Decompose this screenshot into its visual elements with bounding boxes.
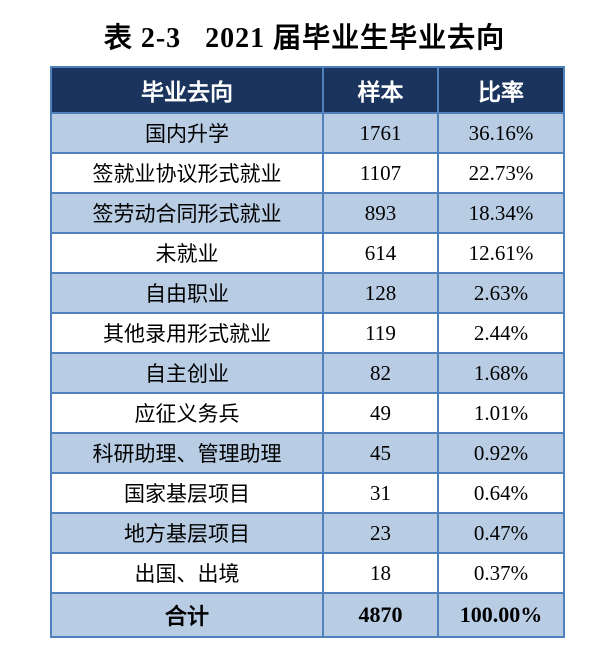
table-row: 自主创业 82 1.68%	[50, 352, 565, 394]
destination-cell: 自主创业	[50, 352, 324, 394]
table-row: 国内升学 1761 36.16%	[50, 112, 565, 154]
sample-cell: 1761	[322, 112, 439, 154]
destination-cell: 科研助理、管理助理	[50, 432, 324, 474]
total-row: 合计 4870 100.00%	[50, 592, 565, 638]
ratio-cell: 1.01%	[437, 392, 565, 434]
ratio-cell: 2.63%	[437, 272, 565, 314]
sample-cell: 31	[322, 472, 439, 514]
table-row: 出国、出境 18 0.37%	[50, 552, 565, 594]
ratio-cell: 18.34%	[437, 192, 565, 234]
table-footer: 合计 4870 100.00%	[50, 592, 565, 638]
destination-cell: 地方基层项目	[50, 512, 324, 554]
graduate-destination-table: 毕业去向 样本 比率 国内升学 1761 36.16% 签就业协议形式就业 1107 22…	[50, 66, 565, 638]
header-sample: 样本	[322, 66, 439, 114]
destination-cell: 国家基层项目	[50, 472, 324, 514]
destination-cell: 自由职业	[50, 272, 324, 314]
ratio-cell: 0.64%	[437, 472, 565, 514]
sample-cell: 119	[322, 312, 439, 354]
table-row: 科研助理、管理助理 45 0.92%	[50, 432, 565, 474]
sample-cell: 49	[322, 392, 439, 434]
sample-cell: 614	[322, 232, 439, 274]
destination-cell: 未就业	[50, 232, 324, 274]
ratio-cell: 2.44%	[437, 312, 565, 354]
destination-cell: 出国、出境	[50, 552, 324, 594]
table-caption: 表 2-3 2021 届毕业生毕业去向	[103, 23, 506, 54]
sample-cell: 1107	[322, 152, 439, 194]
ratio-cell: 0.37%	[437, 552, 565, 594]
table-body: 国内升学 1761 36.16% 签就业协议形式就业 1107 22.73% 签劳动合同形式…	[50, 112, 565, 594]
total-sample-cell: 4870	[322, 592, 439, 638]
sample-cell: 45	[322, 432, 439, 474]
sample-cell: 893	[322, 192, 439, 234]
ratio-cell: 12.61%	[437, 232, 565, 274]
table-row: 国家基层项目 31 0.64%	[50, 472, 565, 514]
header-ratio: 比率	[437, 66, 565, 114]
table-row: 签就业协议形式就业 1107 22.73%	[50, 152, 565, 194]
destination-cell: 应征义务兵	[50, 392, 324, 434]
ratio-cell: 0.47%	[437, 512, 565, 554]
total-ratio-cell: 100.00%	[437, 592, 565, 638]
destination-cell: 签就业协议形式就业	[50, 152, 324, 194]
ratio-cell: 22.73%	[437, 152, 565, 194]
table-row: 应征义务兵 49 1.01%	[50, 392, 565, 434]
table-row: 未就业 614 12.61%	[50, 232, 565, 274]
sample-cell: 128	[322, 272, 439, 314]
table-row: 签劳动合同形式就业 893 18.34%	[50, 192, 565, 234]
table-row: 其他录用形式就业 119 2.44%	[50, 312, 565, 354]
sample-cell: 82	[322, 352, 439, 394]
destination-cell: 其他录用形式就业	[50, 312, 324, 354]
header-row: 毕业去向 样本 比率	[50, 66, 565, 114]
table-row: 自由职业 128 2.63%	[50, 272, 565, 314]
ratio-cell: 36.16%	[437, 112, 565, 154]
table-row: 地方基层项目 23 0.47%	[50, 512, 565, 554]
total-label-cell: 合计	[50, 592, 324, 638]
header-destination: 毕业去向	[50, 66, 324, 114]
sample-cell: 23	[322, 512, 439, 554]
ratio-cell: 1.68%	[437, 352, 565, 394]
sample-cell: 18	[322, 552, 439, 594]
destination-cell: 签劳动合同形式就业	[50, 192, 324, 234]
ratio-cell: 0.92%	[437, 432, 565, 474]
table-header: 毕业去向 样本 比率	[50, 66, 565, 114]
destination-cell: 国内升学	[50, 112, 324, 154]
